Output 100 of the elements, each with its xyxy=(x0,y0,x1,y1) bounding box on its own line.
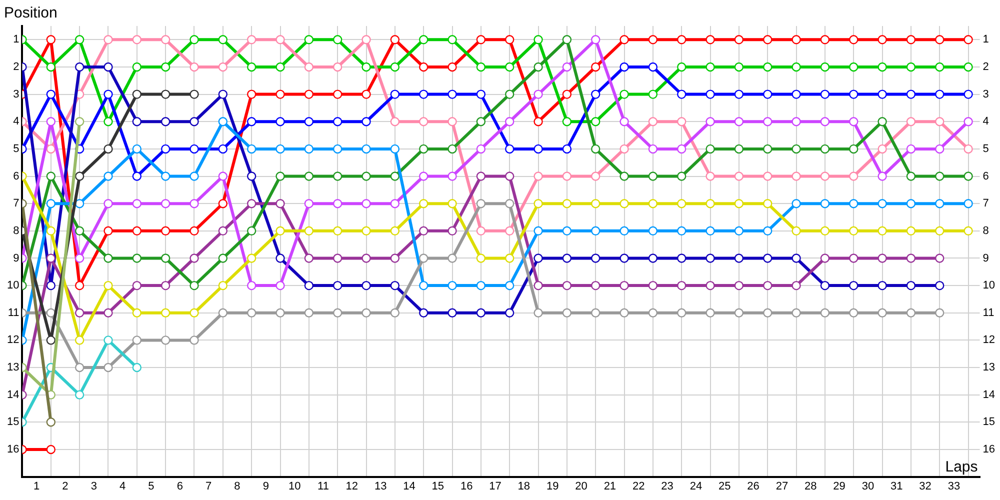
point xyxy=(190,280,199,290)
point xyxy=(160,172,170,181)
point xyxy=(906,198,916,208)
point xyxy=(418,254,428,263)
point xyxy=(304,35,314,44)
point xyxy=(276,254,285,263)
point xyxy=(46,144,56,154)
point xyxy=(46,35,56,44)
point xyxy=(476,117,486,126)
x-tick-label: 15 xyxy=(432,480,444,492)
point xyxy=(706,117,715,126)
point xyxy=(906,226,916,236)
point xyxy=(820,144,830,154)
point xyxy=(218,35,228,44)
point xyxy=(935,254,944,263)
point xyxy=(906,35,916,44)
point xyxy=(591,280,600,290)
point xyxy=(332,144,342,154)
point xyxy=(792,144,801,154)
point xyxy=(246,172,256,181)
point xyxy=(820,62,830,72)
point xyxy=(418,62,428,72)
point xyxy=(276,308,285,318)
point xyxy=(246,62,256,72)
x-tick-label: 7 xyxy=(206,480,212,492)
x-tick-label: 22 xyxy=(632,480,645,492)
y2-tick-label: 5 xyxy=(982,142,989,155)
x-tick-label: 14 xyxy=(403,480,416,492)
y-tick-label: 12 xyxy=(6,334,20,346)
y2-tick-label: 12 xyxy=(982,334,996,346)
point xyxy=(418,308,428,318)
y-tick-label: 2 xyxy=(13,61,20,74)
point xyxy=(591,62,600,72)
x-tick-label: 29 xyxy=(833,480,846,492)
point xyxy=(849,117,858,126)
point xyxy=(820,280,830,290)
point xyxy=(505,308,514,318)
point xyxy=(964,144,973,154)
point xyxy=(362,144,371,154)
point xyxy=(706,90,715,99)
point xyxy=(362,254,371,263)
point xyxy=(648,280,658,290)
point xyxy=(849,35,858,44)
point xyxy=(132,336,142,345)
point xyxy=(246,280,256,290)
x-tick-label: 16 xyxy=(460,480,473,492)
x-tick-label: 9 xyxy=(262,480,269,492)
point xyxy=(190,226,199,236)
point xyxy=(390,35,400,44)
point xyxy=(132,226,142,236)
point xyxy=(677,280,686,290)
point xyxy=(849,254,858,263)
point xyxy=(218,117,228,126)
point xyxy=(648,172,658,181)
point xyxy=(534,144,543,154)
point xyxy=(246,226,256,236)
point xyxy=(591,117,600,126)
x-tick-label: 23 xyxy=(661,480,674,492)
point xyxy=(935,226,944,236)
point xyxy=(620,62,629,72)
point xyxy=(160,336,170,345)
x-tick-label: 31 xyxy=(890,480,903,492)
point xyxy=(246,90,256,99)
x-tick-label: 24 xyxy=(690,480,702,492)
point xyxy=(734,90,744,99)
point xyxy=(792,254,801,263)
point xyxy=(332,62,342,72)
point xyxy=(160,144,170,154)
point xyxy=(677,172,686,181)
point xyxy=(562,117,572,126)
point xyxy=(562,280,572,290)
point xyxy=(448,35,457,44)
point xyxy=(448,117,457,126)
point xyxy=(648,144,658,154)
point xyxy=(74,362,84,372)
point xyxy=(390,172,400,181)
point xyxy=(878,254,887,263)
point xyxy=(878,226,887,236)
point xyxy=(46,62,56,72)
point xyxy=(677,35,686,44)
point xyxy=(964,62,973,72)
point xyxy=(218,62,228,72)
point xyxy=(332,280,342,290)
point xyxy=(763,280,772,290)
point xyxy=(160,226,170,236)
point xyxy=(390,117,400,126)
point xyxy=(620,254,629,263)
y-axis-title: Position xyxy=(4,4,58,22)
y-tick-label: 6 xyxy=(13,170,20,182)
point xyxy=(906,172,916,181)
point xyxy=(476,172,486,181)
point xyxy=(46,226,56,236)
point xyxy=(190,117,199,126)
point xyxy=(935,144,944,154)
point xyxy=(276,144,285,154)
point xyxy=(104,90,113,99)
point xyxy=(935,280,944,290)
point xyxy=(362,35,371,44)
y2-tick-label: 4 xyxy=(982,116,989,128)
point xyxy=(74,390,84,400)
